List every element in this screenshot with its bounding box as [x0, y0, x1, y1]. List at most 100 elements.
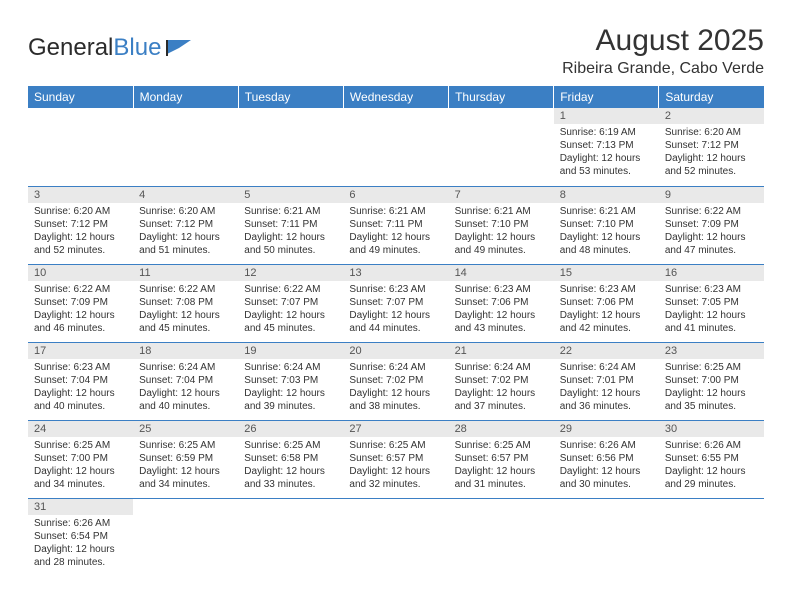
- sunset-line: Sunset: 7:04 PM: [139, 374, 232, 387]
- daylight-line: Daylight: 12 hours and 50 minutes.: [244, 231, 337, 257]
- calendar-cell: 25Sunrise: 6:25 AMSunset: 6:59 PMDayligh…: [133, 420, 238, 498]
- sunrise-line: Sunrise: 6:24 AM: [560, 361, 653, 374]
- sunrise-line: Sunrise: 6:22 AM: [139, 283, 232, 296]
- sunset-line: Sunset: 7:08 PM: [139, 296, 232, 309]
- day-number: 3: [28, 187, 133, 203]
- calendar-cell: 8Sunrise: 6:21 AMSunset: 7:10 PMDaylight…: [554, 186, 659, 264]
- day-number: 31: [28, 499, 133, 515]
- day-details: Sunrise: 6:25 AMSunset: 6:58 PMDaylight:…: [238, 437, 343, 495]
- sunset-line: Sunset: 7:00 PM: [665, 374, 758, 387]
- day-details: Sunrise: 6:26 AMSunset: 6:56 PMDaylight:…: [554, 437, 659, 495]
- daylight-line: Daylight: 12 hours and 30 minutes.: [560, 465, 653, 491]
- sunset-line: Sunset: 6:54 PM: [34, 530, 127, 543]
- sunset-line: Sunset: 7:13 PM: [560, 139, 653, 152]
- calendar-cell: 31Sunrise: 6:26 AMSunset: 6:54 PMDayligh…: [28, 498, 133, 576]
- day-details: Sunrise: 6:20 AMSunset: 7:12 PMDaylight:…: [659, 124, 764, 182]
- sunset-line: Sunset: 7:00 PM: [34, 452, 127, 465]
- weekday-header: Thursday: [449, 86, 554, 108]
- day-number: 26: [238, 421, 343, 437]
- day-number: 14: [449, 265, 554, 281]
- calendar-cell: 5Sunrise: 6:21 AMSunset: 7:11 PMDaylight…: [238, 186, 343, 264]
- day-number: 2: [659, 108, 764, 124]
- daylight-line: Daylight: 12 hours and 42 minutes.: [560, 309, 653, 335]
- calendar-cell: 30Sunrise: 6:26 AMSunset: 6:55 PMDayligh…: [659, 420, 764, 498]
- day-details: Sunrise: 6:22 AMSunset: 7:09 PMDaylight:…: [28, 281, 133, 339]
- daylight-line: Daylight: 12 hours and 52 minutes.: [34, 231, 127, 257]
- day-number: 13: [343, 265, 448, 281]
- day-number: 7: [449, 187, 554, 203]
- calendar-cell: 15Sunrise: 6:23 AMSunset: 7:06 PMDayligh…: [554, 264, 659, 342]
- logo-flag-icon: [165, 38, 195, 58]
- day-number: 10: [28, 265, 133, 281]
- calendar-cell: 3 Sunrise: 6:20 AMSunset: 7:12 PMDaylight…: [28, 186, 133, 264]
- calendar-cell: 21Sunrise: 6:24 AMSunset: 7:02 PMDayligh…: [449, 342, 554, 420]
- weekday-header: Tuesday: [238, 86, 343, 108]
- sunrise-line: Sunrise: 6:21 AM: [455, 205, 548, 218]
- calendar-cell: [343, 498, 448, 576]
- sunrise-line: Sunrise: 6:21 AM: [244, 205, 337, 218]
- day-details: Sunrise: 6:23 AMSunset: 7:07 PMDaylight:…: [343, 281, 448, 339]
- day-number: 12: [238, 265, 343, 281]
- daylight-line: Daylight: 12 hours and 48 minutes.: [560, 231, 653, 257]
- day-number: 29: [554, 421, 659, 437]
- day-number: 11: [133, 265, 238, 281]
- day-details: Sunrise: 6:24 AMSunset: 7:02 PMDaylight:…: [449, 359, 554, 417]
- sunrise-line: Sunrise: 6:25 AM: [349, 439, 442, 452]
- daylight-line: Daylight: 12 hours and 39 minutes.: [244, 387, 337, 413]
- day-details: Sunrise: 6:23 AMSunset: 7:05 PMDaylight:…: [659, 281, 764, 339]
- calendar-row: 17Sunrise: 6:23 AMSunset: 7:04 PMDayligh…: [28, 342, 764, 420]
- sunrise-line: Sunrise: 6:22 AM: [665, 205, 758, 218]
- calendar-cell: 7Sunrise: 6:21 AMSunset: 7:10 PMDaylight…: [449, 186, 554, 264]
- day-number: 30: [659, 421, 764, 437]
- sunset-line: Sunset: 7:07 PM: [349, 296, 442, 309]
- sunset-line: Sunset: 6:56 PM: [560, 452, 653, 465]
- sunrise-line: Sunrise: 6:25 AM: [34, 439, 127, 452]
- sunrise-line: Sunrise: 6:20 AM: [34, 205, 127, 218]
- sunset-line: Sunset: 7:11 PM: [349, 218, 442, 231]
- daylight-line: Daylight: 12 hours and 40 minutes.: [34, 387, 127, 413]
- sunrise-line: Sunrise: 6:23 AM: [560, 283, 653, 296]
- calendar-cell: [449, 498, 554, 576]
- day-details: Sunrise: 6:25 AMSunset: 6:57 PMDaylight:…: [449, 437, 554, 495]
- sunrise-line: Sunrise: 6:25 AM: [665, 361, 758, 374]
- sunrise-line: Sunrise: 6:24 AM: [455, 361, 548, 374]
- day-details: Sunrise: 6:22 AMSunset: 7:09 PMDaylight:…: [659, 203, 764, 261]
- sunset-line: Sunset: 7:02 PM: [455, 374, 548, 387]
- calendar-cell: 18Sunrise: 6:24 AMSunset: 7:04 PMDayligh…: [133, 342, 238, 420]
- calendar-cell: 14Sunrise: 6:23 AMSunset: 7:06 PMDayligh…: [449, 264, 554, 342]
- sunset-line: Sunset: 6:57 PM: [455, 452, 548, 465]
- calendar-cell: 28Sunrise: 6:25 AMSunset: 6:57 PMDayligh…: [449, 420, 554, 498]
- day-details: Sunrise: 6:26 AMSunset: 6:55 PMDaylight:…: [659, 437, 764, 495]
- day-number: 22: [554, 343, 659, 359]
- day-details: Sunrise: 6:26 AMSunset: 6:54 PMDaylight:…: [28, 515, 133, 573]
- logo-text-1: General: [28, 34, 113, 62]
- calendar-cell: [238, 108, 343, 186]
- sunrise-line: Sunrise: 6:24 AM: [139, 361, 232, 374]
- location: Ribeira Grande, Cabo Verde: [562, 60, 764, 78]
- calendar-cell: 9Sunrise: 6:22 AMSunset: 7:09 PMDaylight…: [659, 186, 764, 264]
- calendar-body: 1Sunrise: 6:19 AMSunset: 7:13 PMDaylight…: [28, 108, 764, 576]
- calendar-cell: 13Sunrise: 6:23 AMSunset: 7:07 PMDayligh…: [343, 264, 448, 342]
- daylight-line: Daylight: 12 hours and 44 minutes.: [349, 309, 442, 335]
- daylight-line: Daylight: 12 hours and 34 minutes.: [34, 465, 127, 491]
- sunrise-line: Sunrise: 6:20 AM: [665, 126, 758, 139]
- sunset-line: Sunset: 7:12 PM: [34, 218, 127, 231]
- calendar-row: 31Sunrise: 6:26 AMSunset: 6:54 PMDayligh…: [28, 498, 764, 576]
- calendar-cell: 26Sunrise: 6:25 AMSunset: 6:58 PMDayligh…: [238, 420, 343, 498]
- calendar-cell: 16Sunrise: 6:23 AMSunset: 7:05 PMDayligh…: [659, 264, 764, 342]
- daylight-line: Daylight: 12 hours and 46 minutes.: [34, 309, 127, 335]
- day-details: Sunrise: 6:25 AMSunset: 7:00 PMDaylight:…: [659, 359, 764, 417]
- day-details: Sunrise: 6:21 AMSunset: 7:10 PMDaylight:…: [449, 203, 554, 261]
- daylight-line: Daylight: 12 hours and 37 minutes.: [455, 387, 548, 413]
- header: GeneralBlue August 2025 Ribeira Grande, …: [28, 24, 764, 78]
- calendar-cell: [659, 498, 764, 576]
- calendar-table: SundayMondayTuesdayWednesdayThursdayFrid…: [28, 86, 764, 576]
- sunrise-line: Sunrise: 6:25 AM: [455, 439, 548, 452]
- day-details: Sunrise: 6:25 AMSunset: 6:59 PMDaylight:…: [133, 437, 238, 495]
- sunrise-line: Sunrise: 6:19 AM: [560, 126, 653, 139]
- daylight-line: Daylight: 12 hours and 28 minutes.: [34, 543, 127, 569]
- day-details: Sunrise: 6:22 AMSunset: 7:07 PMDaylight:…: [238, 281, 343, 339]
- day-details: Sunrise: 6:23 AMSunset: 7:06 PMDaylight:…: [554, 281, 659, 339]
- daylight-line: Daylight: 12 hours and 35 minutes.: [665, 387, 758, 413]
- day-number: 20: [343, 343, 448, 359]
